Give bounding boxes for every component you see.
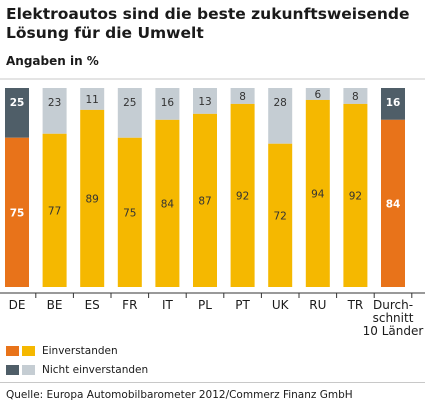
label-disagree-0: 25: [10, 97, 25, 109]
category-label-9: TR: [347, 298, 364, 312]
legend-swatch-agree: [22, 346, 35, 356]
legend-swatch-agree-highlight: [6, 346, 19, 356]
bar-agree-8: [305, 99, 330, 287]
label-agree-4: 84: [161, 198, 175, 210]
bar-agree-7: [268, 143, 293, 287]
label-disagree-7: 28: [274, 97, 287, 109]
category-label-3: FR: [122, 298, 137, 312]
category-label-0: DE: [9, 298, 26, 312]
bar-disagree-6: [230, 88, 255, 104]
bar-disagree-7: [268, 88, 293, 144]
label-disagree-4: 16: [161, 97, 175, 109]
bar-agree-2: [80, 109, 105, 287]
bar-disagree-5: [193, 88, 217, 114]
bar-disagree-4: [155, 88, 180, 120]
label-agree-3: 75: [123, 207, 136, 219]
bar-disagree-2: [80, 88, 105, 110]
category-label-7: UK: [272, 298, 290, 312]
label-agree-0: 75: [10, 207, 25, 219]
label-disagree-6: 8: [239, 91, 246, 103]
legend-disagree: Nicht einverstanden: [6, 364, 148, 376]
bar-disagree-1: [42, 88, 67, 134]
label-disagree-3: 25: [123, 97, 136, 109]
legend-label-agree: Einverstanden: [42, 345, 118, 357]
category-label-10: Durch-schnitt 10 Länder: [363, 298, 424, 338]
bar-disagree-8: [305, 88, 330, 100]
label-disagree-10: 16: [386, 97, 401, 109]
legend-label-disagree: Nicht einverstanden: [42, 364, 149, 376]
label-agree-2: 89: [86, 193, 99, 205]
category-label-2: ES: [85, 298, 100, 312]
bar-disagree-9: [343, 88, 368, 104]
label-agree-9: 92: [349, 190, 362, 202]
label-agree-5: 87: [198, 195, 211, 207]
bar-agree-5: [193, 113, 217, 288]
bar-agree-0: [5, 137, 29, 287]
chart-subtitle: Angaben in %: [6, 54, 99, 68]
label-disagree-2: 11: [86, 94, 99, 106]
label-agree-7: 72: [274, 210, 287, 222]
source-note: Quelle: Europa Automobilbarometer 2012/C…: [6, 389, 353, 401]
label-disagree-8: 6: [314, 89, 321, 101]
label-agree-6: 92: [236, 190, 249, 202]
label-agree-1: 77: [48, 205, 61, 217]
label-disagree-9: 8: [352, 91, 359, 103]
label-disagree-5: 13: [198, 96, 211, 108]
category-label-1: BE: [47, 298, 63, 312]
category-label-4: IT: [162, 298, 174, 312]
bar-disagree-3: [117, 88, 142, 138]
label-agree-10: 84: [386, 198, 401, 210]
bar-agree-1: [42, 133, 67, 287]
chart-title: Elektroautos sind die beste zukunftsweis…: [6, 5, 410, 42]
label-agree-8: 94: [311, 188, 325, 200]
footer-divider: [0, 382, 425, 383]
category-label-6: PT: [235, 298, 250, 312]
bar-disagree-10: [381, 88, 405, 120]
category-label-5: PL: [198, 298, 212, 312]
bar-agree-3: [117, 137, 142, 287]
bar-agree-4: [155, 119, 180, 287]
category-label-8: RU: [309, 298, 326, 312]
label-disagree-1: 23: [48, 97, 61, 109]
legend-swatch-disagree: [22, 365, 35, 375]
legend-swatch-disagree-highlight: [6, 365, 19, 375]
bar-agree-6: [230, 103, 255, 287]
bar-disagree-0: [5, 88, 29, 138]
bar-agree-9: [343, 103, 368, 287]
bar-agree-10: [381, 119, 405, 287]
legend-agree: Einverstanden: [6, 345, 118, 357]
